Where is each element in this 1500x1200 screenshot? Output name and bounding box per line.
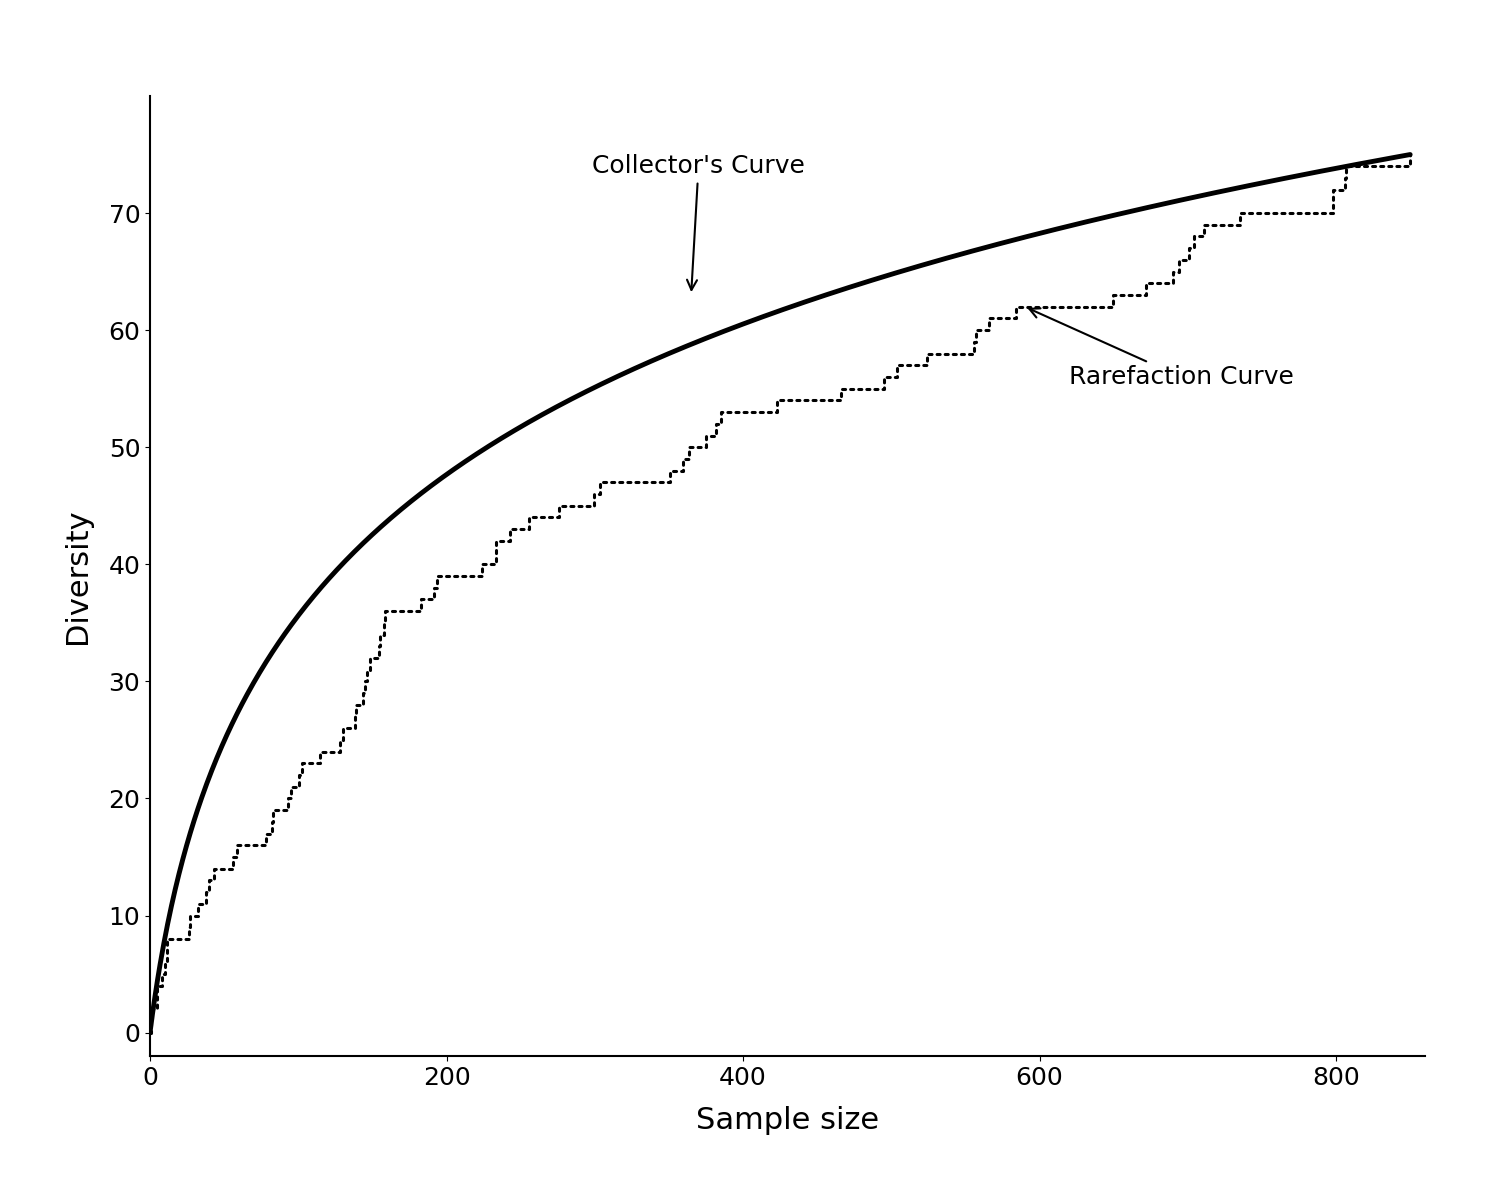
Y-axis label: Diversity: Diversity: [63, 508, 92, 644]
Text: Collector's Curve: Collector's Curve: [592, 154, 806, 290]
X-axis label: Sample size: Sample size: [696, 1106, 879, 1135]
Text: Rarefaction Curve: Rarefaction Curve: [1029, 308, 1294, 389]
